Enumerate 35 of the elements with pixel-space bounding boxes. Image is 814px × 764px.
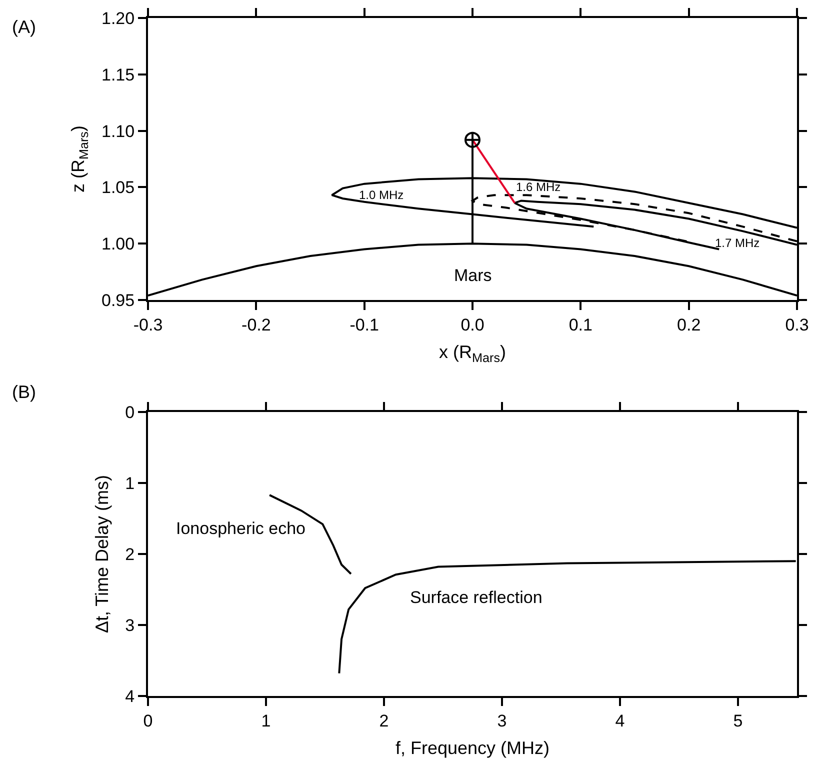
- x-tick-label: 5: [733, 711, 743, 730]
- y-tick-label: 4: [125, 686, 135, 706]
- y-tick-label: 1: [125, 474, 135, 493]
- series-label: Surface reflection: [410, 588, 542, 607]
- series-label: 1.0 MHz: [359, 188, 404, 202]
- y-tick-label: 0: [125, 402, 135, 422]
- y-tick-label: 1.10: [102, 122, 135, 141]
- y-tick-label: 1.15: [102, 65, 135, 84]
- x-axis-title: f, Frequency (MHz): [395, 738, 550, 758]
- y-tick-label: 1.05: [102, 178, 135, 198]
- y-tick-label: 1.00: [102, 234, 135, 254]
- y-axis-title: Δt, Time Delay (ms): [92, 474, 112, 634]
- y-tick-label: 3: [125, 616, 135, 635]
- text: (B): [12, 382, 36, 402]
- x-tick-label: 0.2: [677, 315, 701, 334]
- y-tick-label: 0.95: [102, 290, 135, 310]
- y-tick-label: 1.20: [102, 8, 135, 28]
- x-tick-label: 2: [379, 711, 389, 730]
- x-tick-label: -0.2: [242, 315, 271, 334]
- text: (A): [12, 17, 36, 37]
- x-tick-label: -0.3: [133, 315, 163, 334]
- x-tick-label: 3: [497, 711, 507, 730]
- x-tick-label: 1: [261, 711, 271, 730]
- x-tick-label: 0.0: [460, 315, 484, 334]
- x-tick-label: -0.1: [350, 315, 379, 334]
- series-label: 1.6 MHz: [516, 180, 561, 194]
- series-label: 1.7 MHz: [715, 236, 760, 250]
- x-tick-label: 0.1: [568, 315, 592, 334]
- y-tick-label: 2: [125, 544, 135, 564]
- series-label: Mars: [454, 266, 492, 285]
- x-tick-label: 0: [143, 711, 153, 730]
- x-axis-title: x (R$_{Mars}$): [439, 342, 506, 365]
- x-tick-label: 4: [615, 711, 625, 730]
- x-tick-label: 0.3: [785, 315, 809, 334]
- series-label: Ionospheric echo: [176, 519, 306, 538]
